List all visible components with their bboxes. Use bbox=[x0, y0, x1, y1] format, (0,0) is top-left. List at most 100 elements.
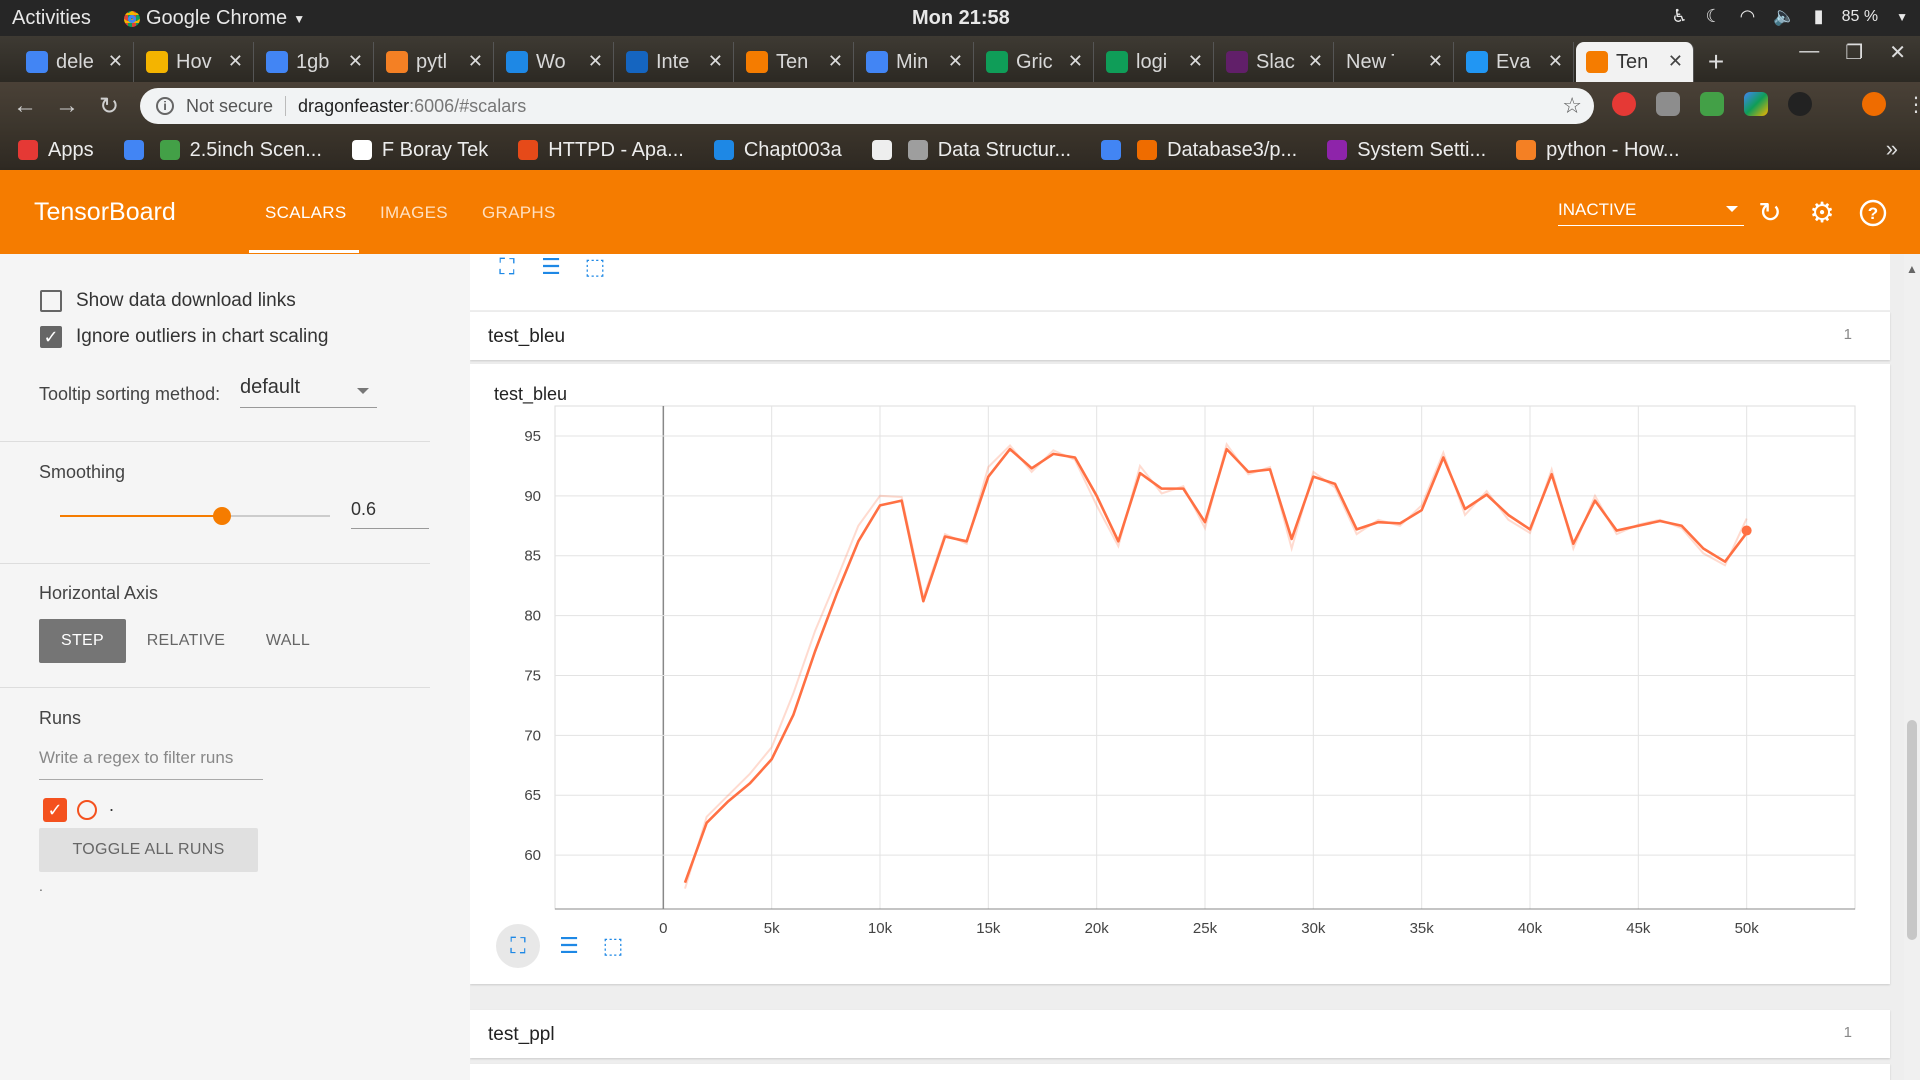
browser-tab[interactable]: Min ✕ bbox=[856, 42, 974, 82]
expand-chart-icon[interactable]: ⬚ bbox=[584, 254, 606, 279]
axis-relative-button[interactable]: RELATIVE bbox=[146, 632, 226, 649]
run-state-select[interactable]: INACTIVE bbox=[1558, 200, 1744, 226]
tab-title: Min bbox=[896, 50, 929, 73]
close-tab-icon[interactable]: ✕ bbox=[1427, 51, 1443, 71]
bookmark-item[interactable]: System Setti... bbox=[1327, 139, 1486, 162]
browser-tab[interactable]: 1gb ✕ bbox=[256, 42, 374, 82]
drive-extension-icon[interactable] bbox=[1744, 92, 1768, 116]
profile-avatar-icon[interactable] bbox=[1862, 92, 1886, 116]
pocket-extension-icon[interactable] bbox=[1656, 92, 1680, 116]
tab-graphs[interactable]: GRAPHS bbox=[482, 203, 556, 222]
bookmark-item[interactable] bbox=[871, 140, 892, 160]
ignore-outliers-checkbox[interactable]: ✓ bbox=[40, 326, 62, 348]
browser-tab[interactable]: logi ✕ bbox=[1096, 42, 1214, 82]
settings-gear-icon[interactable]: ⚙ bbox=[1809, 197, 1835, 228]
bookmark-item[interactable]: 2.5inch Scen... bbox=[159, 139, 322, 162]
bookmark-item[interactable]: Data Structur... bbox=[907, 138, 1072, 162]
more-bookmarks-icon[interactable]: » bbox=[1885, 136, 1898, 161]
dollar-extension-icon[interactable] bbox=[1700, 92, 1724, 116]
group-header-test-ppl[interactable]: test_ppl 1 bbox=[470, 1010, 1890, 1058]
close-tab-icon[interactable]: ✕ bbox=[467, 51, 483, 71]
forward-icon[interactable]: → bbox=[55, 92, 79, 119]
group-header-test-bleu[interactable]: test_bleu 1 bbox=[470, 312, 1890, 360]
page-scrollbar[interactable]: ▲ bbox=[1904, 254, 1920, 1080]
browser-tab[interactable]: Hov ✕ bbox=[136, 42, 254, 82]
line-chart[interactable]: 0 5k 10k 15k 20k 25k 30k 35k 40k 45k 50k 60 65 70 75 80… bbox=[470, 364, 1890, 984]
close-window-icon[interactable]: ✕ bbox=[1889, 42, 1906, 64]
browser-tab[interactable]: dele ✕ bbox=[16, 42, 134, 82]
new-tab-icon[interactable]: + bbox=[1707, 46, 1725, 77]
scroll-up-icon[interactable]: ▲ bbox=[1906, 262, 1918, 276]
bookmark-star-icon[interactable]: ☆ bbox=[1562, 93, 1582, 118]
scrollbar-thumb[interactable] bbox=[1907, 720, 1917, 940]
accessibility-icon[interactable]: ♿ bbox=[1671, 6, 1688, 26]
smoothing-slider-knob[interactable] bbox=[213, 507, 231, 525]
activities-button[interactable]: Activities bbox=[12, 7, 91, 29]
close-tab-icon[interactable]: ✕ bbox=[1067, 51, 1083, 71]
bookmark-item[interactable]: F Boray Tek bbox=[351, 139, 488, 162]
ignore-outliers-row[interactable]: ✓ Ignore outliers in chart scaling bbox=[40, 326, 328, 348]
fit-to-data-icon[interactable]: ⛶ bbox=[499, 254, 515, 279]
bookmark-item[interactable]: HTTPD - Apa... bbox=[518, 139, 684, 162]
app-menu[interactable]: Google Chrome ▼ bbox=[124, 7, 305, 30]
close-tab-icon[interactable]: ✕ bbox=[347, 51, 363, 71]
browser-tab[interactable]: Eva ✕ bbox=[1456, 42, 1574, 82]
close-tab-icon[interactable]: ✕ bbox=[707, 51, 723, 71]
bookmark-item[interactable] bbox=[123, 140, 144, 160]
bookmark-item[interactable]: python - How... bbox=[1516, 139, 1680, 162]
close-tab-icon[interactable]: ✕ bbox=[827, 51, 843, 71]
system-tray[interactable]: ♿ ☾ ◠ 🔈 ▮ 85 % ▼ bbox=[1671, 6, 1908, 27]
info-icon[interactable]: i bbox=[156, 97, 174, 115]
reload-icon[interactable]: ↻ bbox=[98, 92, 120, 120]
toggle-log-scale-icon[interactable]: ☰ bbox=[541, 254, 561, 279]
show-download-links-checkbox[interactable] bbox=[40, 290, 62, 312]
browser-tab[interactable]: Ten ✕ bbox=[1576, 42, 1694, 82]
browser-tab[interactable]: Inte ✕ bbox=[616, 42, 734, 82]
close-tab-icon[interactable]: ✕ bbox=[227, 51, 243, 71]
tab-images[interactable]: IMAGES bbox=[380, 203, 448, 222]
tooltip-sorting-select[interactable]: default bbox=[240, 376, 377, 408]
close-tab-icon[interactable]: ✕ bbox=[107, 51, 123, 71]
fit-to-data-icon[interactable]: ⛶ bbox=[496, 924, 540, 968]
close-tab-icon[interactable]: ✕ bbox=[1307, 51, 1323, 71]
toggle-all-runs-button[interactable]: TOGGLE ALL RUNS bbox=[39, 828, 258, 872]
chrome-menu-icon[interactable]: ⋮ bbox=[1906, 94, 1920, 116]
show-download-links-row[interactable]: Show data download links bbox=[40, 290, 296, 312]
help-icon[interactable]: ? bbox=[1858, 198, 1888, 228]
maximize-icon[interactable]: ❐ bbox=[1845, 42, 1864, 64]
smoothing-input[interactable]: 0.6 bbox=[351, 499, 429, 529]
close-tab-icon[interactable]: ✕ bbox=[947, 51, 963, 71]
browser-tab[interactable]: New T ✕ bbox=[1336, 42, 1454, 82]
clock[interactable]: Mon 21:58 bbox=[912, 7, 1010, 29]
browser-tab[interactable]: Gric ✕ bbox=[976, 42, 1094, 82]
browser-tab[interactable]: Slac ✕ bbox=[1216, 42, 1334, 82]
smoothing-slider[interactable] bbox=[60, 507, 330, 525]
refresh-icon[interactable]: ↻ bbox=[1758, 197, 1782, 228]
bookmark-label: Data Structur... bbox=[937, 138, 1072, 161]
run-filter-input[interactable]: Write a regex to filter runs bbox=[39, 748, 263, 780]
address-bar[interactable]: i Not secure dragonfeaster :6006/#scalar… bbox=[140, 88, 1594, 124]
run-checkbox[interactable]: ✓ bbox=[43, 798, 67, 822]
adblock-extension-icon[interactable] bbox=[1612, 92, 1636, 116]
close-tab-icon[interactable]: ✕ bbox=[587, 51, 603, 71]
tab-scalars[interactable]: SCALARS bbox=[265, 203, 347, 222]
browser-tab[interactable]: Wo ✕ bbox=[496, 42, 614, 82]
axis-step-button[interactable]: STEP bbox=[39, 619, 126, 663]
bookmark-label: System Setti... bbox=[1357, 138, 1487, 161]
close-tab-icon[interactable]: ✕ bbox=[1187, 51, 1203, 71]
axis-wall-button[interactable]: WALL bbox=[265, 632, 311, 649]
toggle-log-scale-icon[interactable]: ☰ bbox=[559, 933, 579, 958]
browser-tab[interactable]: pytl ✕ bbox=[376, 42, 494, 82]
close-tab-icon[interactable]: ✕ bbox=[1667, 51, 1683, 71]
expand-chart-icon[interactable]: ⬚ bbox=[602, 933, 624, 958]
bookmark-item[interactable]: Apps bbox=[18, 139, 94, 162]
back-icon[interactable]: ← bbox=[13, 92, 37, 119]
minimize-icon[interactable]: — bbox=[1799, 40, 1820, 62]
x-tick-label: 20k bbox=[1085, 920, 1110, 937]
bookmark-item[interactable]: Chapt003a bbox=[713, 139, 842, 162]
paw-extension-icon[interactable] bbox=[1788, 92, 1812, 116]
close-tab-icon[interactable]: ✕ bbox=[1547, 51, 1563, 71]
browser-tab[interactable]: Ten ✕ bbox=[736, 42, 854, 82]
bookmark-item[interactable] bbox=[1101, 140, 1122, 160]
bookmark-item[interactable]: Database3/p... bbox=[1137, 139, 1297, 162]
